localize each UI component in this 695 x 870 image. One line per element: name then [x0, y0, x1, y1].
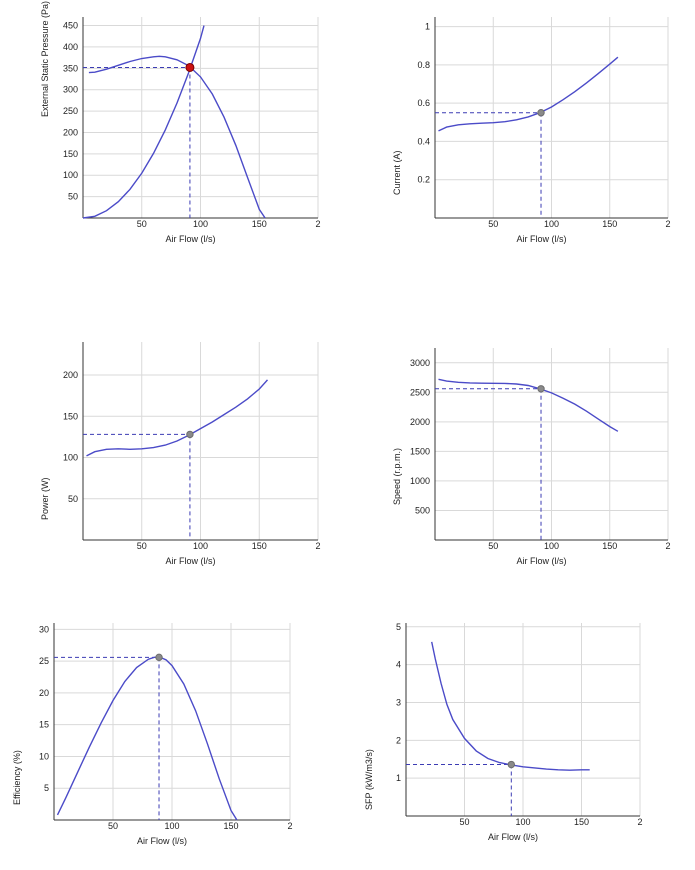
y-tick-label: 500 [415, 505, 430, 515]
y-axis-label: Power (W) [40, 477, 50, 520]
x-tick-label: 2 [665, 219, 670, 229]
curve-curve [56, 656, 238, 821]
x-axis-label: Air Flow (l/s) [137, 836, 187, 846]
y-tick-label: 2 [396, 735, 401, 745]
y-tick-label: 150 [63, 411, 78, 421]
x-tick-label: 100 [193, 219, 208, 229]
x-tick-label: 50 [488, 541, 498, 551]
y-tick-label: 100 [63, 170, 78, 180]
y-tick-label: 450 [63, 21, 78, 31]
x-tick-label: 2 [315, 541, 320, 551]
x-tick-label: 100 [544, 541, 559, 551]
x-tick-label: 2 [287, 821, 292, 831]
x-tick-label: 150 [252, 541, 267, 551]
y-tick-label: 1 [425, 22, 430, 32]
y-tick-label: 5 [44, 783, 49, 793]
operating-point-marker [537, 109, 545, 117]
y-tick-label: 2000 [410, 417, 430, 427]
x-axis-label: Air Flow (l/s) [517, 556, 567, 566]
x-tick-label: 100 [193, 541, 208, 551]
y-tick-label: 0.2 [417, 175, 430, 185]
x-tick-label: 2 [665, 541, 670, 551]
x-tick-label: 50 [137, 219, 147, 229]
x-tick-label: 50 [137, 541, 147, 551]
y-tick-label: 200 [63, 127, 78, 137]
chart-current: 50 100 150 2 0.2 0.4 0.6 0.8 1 Air Flow (l/s) Curr… [392, 17, 671, 244]
y-axis-label: Efficiency (%) [12, 750, 22, 805]
x-axis-label: Air Flow (l/s) [517, 234, 567, 244]
operating-point-marker [186, 430, 194, 439]
x-axis-label: Air Flow (l/s) [166, 234, 216, 244]
y-tick-label: 200 [63, 370, 78, 380]
operating-point-marker [185, 62, 195, 72]
y-tick-label: 50 [68, 192, 78, 202]
y-tick-label: 150 [63, 149, 78, 159]
y-tick-label: 400 [63, 42, 78, 52]
x-axis-label: Air Flow (l/s) [488, 832, 538, 842]
y-tick-label: 20 [39, 688, 49, 698]
y-axis-label: External Static Pressure (Pa) [40, 1, 50, 117]
x-tick-label: 2 [637, 817, 642, 827]
y-tick-label: 0.6 [417, 98, 430, 108]
x-tick-label: 50 [488, 219, 498, 229]
curve-curve [431, 641, 590, 771]
y-tick-label: 0.8 [417, 60, 430, 70]
y-axis-label: Current (A) [392, 150, 402, 195]
y-axis-label: SFP (kW/m3/s) [364, 749, 374, 810]
x-tick-label: 100 [164, 821, 179, 831]
y-tick-label: 15 [39, 720, 49, 730]
x-tick-label: 150 [602, 219, 617, 229]
y-tick-label: 3000 [410, 358, 430, 368]
y-tick-label: 10 [39, 751, 49, 761]
x-tick-label: 100 [515, 817, 530, 827]
x-tick-label: 50 [459, 817, 469, 827]
y-tick-label: 2500 [410, 387, 430, 397]
fan-curve [88, 55, 266, 219]
y-tick-label: 1000 [410, 476, 430, 486]
x-tick-label: 150 [602, 541, 617, 551]
y-tick-label: 300 [63, 85, 78, 95]
x-tick-label: 50 [108, 821, 118, 831]
curve-curve [438, 378, 619, 432]
chart-power: 50 100 150 2 50 100 150 200 Air Flow (l/s) Power … [40, 342, 321, 566]
chart-sfp: 50 100 150 2 1 2 3 4 5 Air Flow (l/s) SFP (kW/m3/s… [364, 622, 643, 842]
y-tick-label: 25 [39, 656, 49, 666]
y-tick-label: 5 [396, 622, 401, 632]
curve-curve [86, 379, 269, 457]
y-tick-label: 350 [63, 63, 78, 73]
y-tick-label: 1 [396, 773, 401, 783]
x-tick-label: 2 [315, 219, 320, 229]
x-tick-label: 150 [574, 817, 589, 827]
y-tick-label: 100 [63, 453, 78, 463]
y-axis-label: Speed (r.p.m.) [392, 448, 402, 505]
x-tick-label: 100 [544, 219, 559, 229]
y-tick-label: 1500 [410, 446, 430, 456]
curve-curve [438, 56, 619, 132]
system-curve [82, 25, 205, 219]
x-tick-label: 150 [223, 821, 238, 831]
y-tick-label: 250 [63, 106, 78, 116]
y-tick-label: 0.4 [417, 136, 430, 146]
operating-point-marker [507, 760, 515, 769]
y-tick-label: 3 [396, 697, 401, 707]
x-axis-label: Air Flow (l/s) [166, 556, 216, 566]
operating-point-marker [155, 653, 163, 662]
y-tick-label: 50 [68, 494, 78, 504]
x-tick-label: 150 [252, 219, 267, 229]
y-tick-label: 4 [396, 660, 401, 670]
operating-point-marker [537, 385, 545, 393]
y-tick-label: 30 [39, 624, 49, 634]
